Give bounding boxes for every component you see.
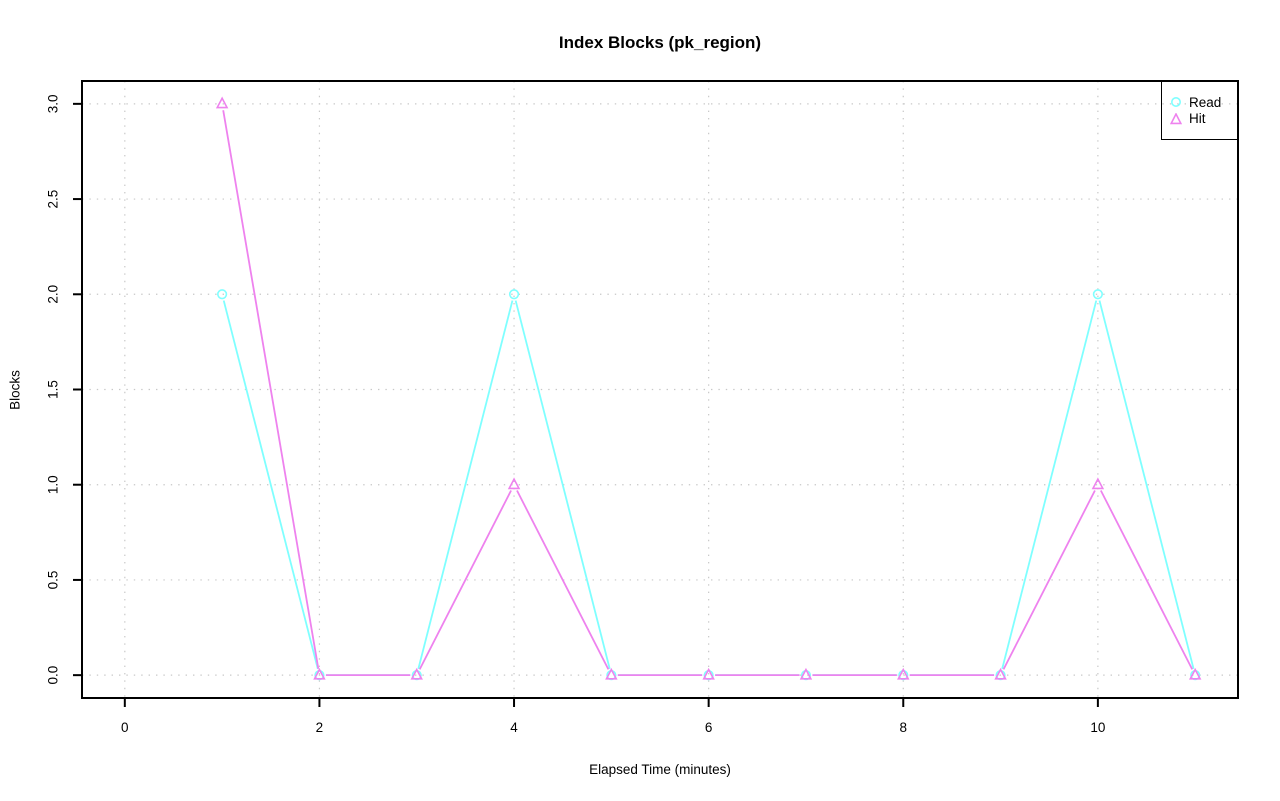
x-tick-label: 6: [705, 720, 713, 735]
data-point-circle: [217, 289, 228, 300]
legend: Read Hit: [1161, 81, 1239, 140]
x-axis-label: Elapsed Time (minutes): [589, 762, 731, 777]
data-point-triangle: [507, 477, 521, 490]
data-point-circle: [508, 289, 520, 300]
legend-item-read: Read: [1170, 94, 1238, 110]
y-tick-label: 0.0: [46, 666, 61, 685]
plot-border: [81, 80, 1239, 699]
data-point-triangle: [410, 667, 423, 680]
data-point-triangle: [215, 96, 229, 109]
data-point-triangle: [313, 667, 326, 680]
data-point-triangle: [605, 667, 618, 680]
legend-label-hit: Hit: [1189, 111, 1206, 126]
y-tick-label: 2.0: [46, 285, 61, 304]
y-axis-label: Blocks: [7, 370, 23, 410]
x-tick-label: 0: [121, 720, 129, 735]
series-segment-hit: [418, 490, 512, 670]
data-point-triangle: [1188, 667, 1202, 680]
y-tick-label: 0.5: [46, 571, 61, 590]
series-segment-read: [514, 300, 611, 670]
y-tick-label: 1.0: [46, 475, 61, 494]
y-tick-label: 3.0: [46, 94, 61, 113]
data-point-triangle: [994, 667, 1007, 680]
data-point-triangle: [1091, 477, 1105, 490]
chart-title: Index Blocks (pk_region): [558, 33, 762, 52]
x-tick-label: 8: [900, 720, 908, 735]
series-segment-hit: [516, 490, 610, 670]
y-tick-label: 1.5: [46, 380, 61, 399]
data-point-triangle: [702, 667, 715, 680]
x-tick-label: 2: [316, 720, 324, 735]
series-segment-read: [1098, 300, 1195, 670]
series-segment-read: [417, 300, 514, 670]
data-point-circle: [1092, 289, 1103, 300]
legend-item-hit: Hit: [1170, 112, 1238, 126]
series-segment-read: [222, 300, 319, 670]
data-point-triangle: [799, 667, 813, 680]
legend-label-read: Read: [1189, 94, 1222, 110]
series-segment-hit: [1100, 490, 1194, 670]
read-circle-icon: [1171, 97, 1181, 108]
y-tick-label: 2.5: [46, 190, 61, 209]
hit-triangle-icon: [1170, 112, 1182, 124]
x-tick-label: 10: [1090, 720, 1105, 735]
x-tick-label: 4: [510, 720, 518, 735]
series-segment-hit: [222, 110, 320, 669]
data-point-triangle: [897, 667, 910, 680]
series-segment-hit: [1002, 490, 1096, 670]
series-segment-read: [1001, 300, 1098, 670]
